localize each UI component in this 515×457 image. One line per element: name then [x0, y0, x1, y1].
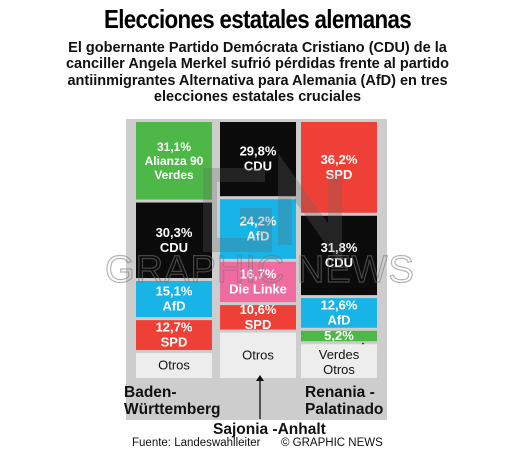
bar-segment-afd	[301, 298, 377, 328]
state-column: 29,8%CDU 24,2%AfD 16,7%Die Linke 10,6%SPD Ot…	[220, 122, 296, 378]
segment-label: SPD	[326, 167, 353, 182]
segment-label: Verdes	[154, 168, 194, 182]
segment-label: 31,8%	[321, 240, 358, 255]
segment-label: 29,8%	[240, 144, 277, 159]
segment-label-otros: Verdes	[319, 347, 360, 362]
bar-segment-spd	[220, 305, 296, 330]
bar-segment-spd	[301, 122, 377, 213]
segment-label: Alianza 90	[145, 154, 204, 168]
state-label-renania-palatinado: Renania - Palatinado	[305, 384, 383, 418]
segment-label: CDU	[325, 255, 353, 270]
segment-label: 12,7%	[156, 320, 193, 335]
segment-label: SPD	[245, 317, 272, 332]
bar-segment-otros	[136, 353, 212, 378]
segment-label: AfD	[327, 312, 350, 327]
state-label-line: Württemberg	[124, 401, 221, 418]
chart-panel: 31,1% Alianza 90 Verdes 30,3% CDU 15,1% AfD 12,…	[126, 119, 387, 420]
segment-label: 12,6%	[321, 297, 358, 312]
bar-segment-cdu	[301, 215, 377, 296]
segment-label: 36,2%	[321, 152, 358, 167]
chart-title: Elecciones estatales alemanas	[104, 4, 412, 34]
stacked-bar-chart: 31,1%Alianza 90Verdes30,3%CDU15,1%AfD12,…	[136, 122, 377, 419]
segment-label-otros: Otros	[242, 347, 274, 362]
segment-label-otros: Otros	[323, 362, 355, 377]
segment-label: Die Linke	[229, 281, 287, 296]
segment-label: 24,2%	[240, 214, 277, 229]
state-label-line: Baden-	[124, 384, 177, 401]
segment-label: SPD	[161, 335, 188, 350]
segment-label: 15,1%	[156, 284, 193, 299]
segment-label: 31,1%	[157, 140, 191, 154]
segment-label: AfD	[162, 299, 185, 314]
source-note: Fuente: Landeswahlleiter	[132, 437, 261, 449]
chart-subtitle: El gobernante Partido Demócrata Cristian…	[65, 40, 450, 106]
bar-segment-afd	[220, 199, 296, 259]
state-label-line: Renania -	[305, 384, 375, 401]
segment-label: AfD	[246, 229, 269, 244]
copyright-credit: © GRAPHIC NEWS	[281, 437, 383, 449]
bar-segment-afd	[136, 281, 212, 318]
segment-label: 5,2%	[324, 328, 354, 343]
state-label-line: Palatinado	[305, 401, 384, 418]
segment-label: CDU	[160, 240, 188, 255]
bar-segment-otros	[301, 344, 377, 378]
segment-label-otros: Otros	[158, 358, 190, 373]
bar-segment-cdu	[136, 202, 212, 279]
segment-label: 10,6%	[240, 302, 277, 317]
state-label-baden-wurttemberg: Baden- Württemberg	[124, 384, 220, 418]
bar-segment-otros	[220, 332, 296, 378]
bar-segment-spd	[136, 320, 212, 351]
bar-segment-cdu	[220, 122, 296, 197]
segment-label: 30,3%	[156, 225, 193, 240]
segment-label: 16,7%	[240, 266, 277, 281]
segment-label: CDU	[244, 159, 272, 174]
sajonia-pointer-arrow	[256, 375, 264, 381]
state-label-sajonia-anhalt: Sajonia -Anhalt	[213, 421, 326, 438]
bar-segment-alianza-90-verdes	[136, 122, 212, 200]
bar-segment-die-linke	[220, 261, 296, 303]
bar-segment-verdes	[301, 330, 377, 342]
